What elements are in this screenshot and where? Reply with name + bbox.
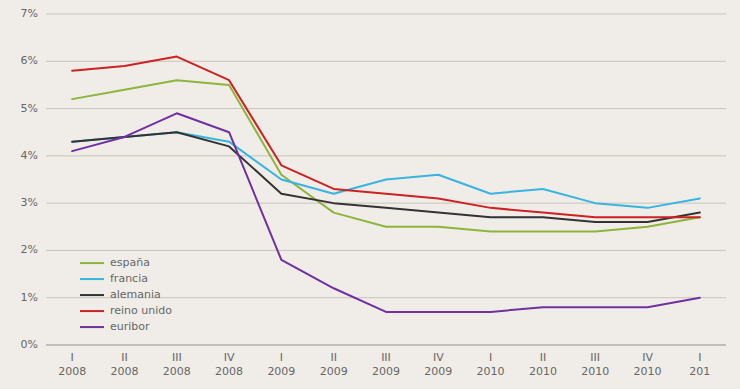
grid-line <box>46 14 726 15</box>
x-tick-label: III2009 <box>372 351 400 378</box>
grid-line <box>46 155 726 156</box>
legend-swatch <box>80 278 104 280</box>
x-tick-label: I2010 <box>477 351 505 378</box>
grid-line <box>46 203 726 204</box>
y-tick-label: 2% <box>21 243 38 256</box>
legend-label: francia <box>110 272 148 285</box>
series-line <box>72 113 700 312</box>
x-tick-label: IV2008 <box>215 351 243 378</box>
series-line <box>72 80 700 231</box>
x-tick-label: IV2010 <box>634 351 662 378</box>
grid <box>46 14 726 345</box>
legend-label: alemania <box>110 288 161 301</box>
x-tick-label: II2009 <box>320 351 348 378</box>
x-tick-label: III2008 <box>163 351 191 378</box>
legend-swatch <box>80 294 104 296</box>
y-tick-label: 1% <box>21 291 38 304</box>
grid-line <box>46 345 726 346</box>
legend-swatch <box>80 262 104 264</box>
x-tick-label: II2010 <box>529 351 557 378</box>
grid-line <box>46 108 726 109</box>
series-line <box>72 57 700 218</box>
y-tick-label: 7% <box>21 7 38 20</box>
y-tick-label: 3% <box>21 196 38 209</box>
legend: españa francia alemania reino unido euribor <box>80 256 172 333</box>
legend-label: españa <box>110 256 150 269</box>
y-tick-label: 4% <box>21 149 38 162</box>
x-tick-label: I201 <box>689 351 710 378</box>
chart: 0% 1% 2% 3% 4% 5% 6% 7% I2008 II2008 III2008 IV2008… <box>0 0 740 389</box>
x-tick-label: II2008 <box>110 351 138 378</box>
x-tick-label: III2010 <box>581 351 609 378</box>
axes: 0% 1% 2% 3% 4% 5% 6% 7% I2008 II2008 III2008 IV2008… <box>21 7 726 378</box>
y-tick-label: 5% <box>21 102 38 115</box>
x-tick-label: IV2009 <box>424 351 452 378</box>
series-line <box>72 132 700 208</box>
legend-label: euribor <box>110 320 150 333</box>
x-axis-line <box>46 345 726 346</box>
x-tick-label: I2008 <box>58 351 86 378</box>
y-tick-label: 0% <box>21 338 38 351</box>
legend-swatch <box>80 326 104 328</box>
x-tick-label: I2009 <box>267 351 295 378</box>
grid-line <box>46 250 726 251</box>
series-line <box>72 132 700 222</box>
legend-label: reino unido <box>110 304 172 317</box>
y-tick-label: 6% <box>21 54 38 67</box>
legend-swatch <box>80 310 104 312</box>
lines <box>72 57 700 312</box>
